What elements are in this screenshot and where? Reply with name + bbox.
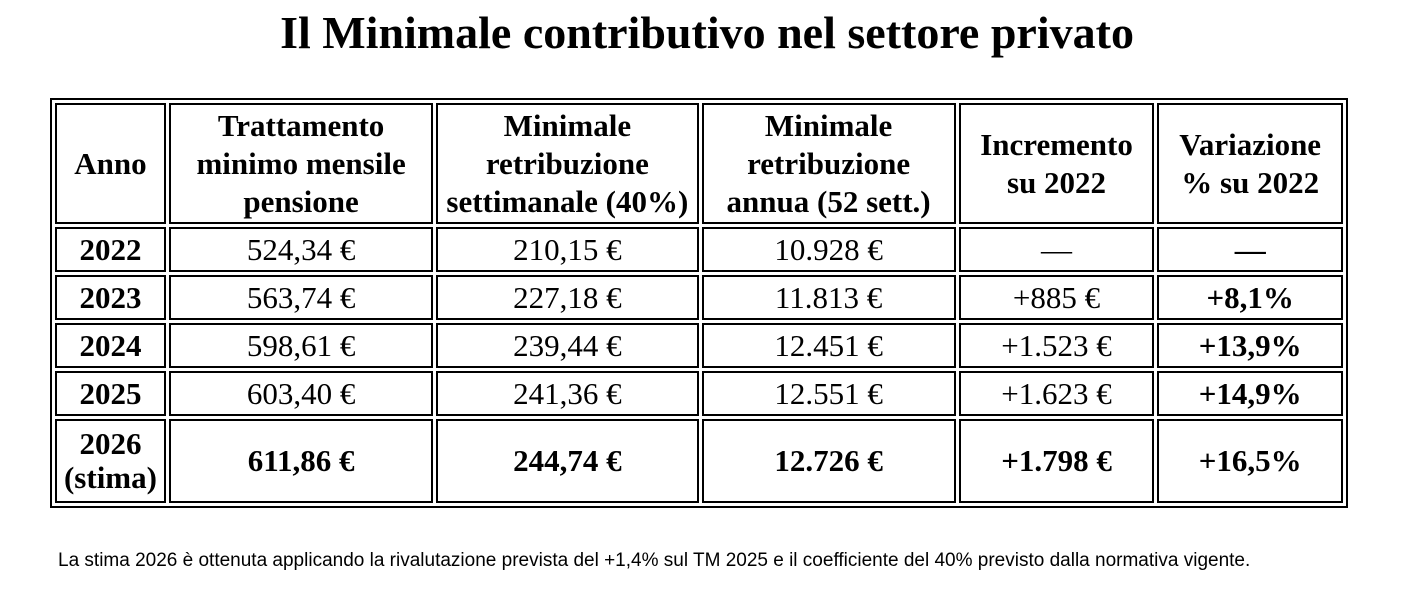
minimale-contributivo-table: Anno Trattamento minimo mensile pensione… — [50, 98, 1348, 509]
year-cell: 2025 — [55, 371, 166, 417]
weekly-minimum-cell: 227,18 € — [436, 275, 699, 321]
year-cell: 2022 — [55, 227, 166, 273]
increment-cell: +885 € — [958, 275, 1155, 321]
weekly-minimum-cell: 244,74 € — [436, 419, 699, 504]
footnote-text: La stima 2026 è ottenuta applicando la r… — [58, 550, 1251, 572]
weekly-minimum-cell: 239,44 € — [436, 323, 699, 369]
variation-cell: +16,5% — [1157, 419, 1343, 504]
year-cell: 2023 — [55, 275, 166, 321]
column-header-variazione: Variazione % su 2022 — [1157, 103, 1343, 225]
year-cell: 2026 (stima) — [55, 419, 166, 504]
column-header-anno: Anno — [55, 103, 166, 225]
table-row-2025: 2025 603,40 € 241,36 € 12.551 € +1.623 €… — [55, 371, 1343, 417]
annual-minimum-cell: 12.551 € — [701, 371, 956, 417]
page-title: Il Minimale contributivo nel settore pri… — [280, 7, 1134, 58]
increment-cell: — — [958, 227, 1155, 273]
annual-minimum-cell: 12.451 € — [701, 323, 956, 369]
year-cell: 2024 — [55, 323, 166, 369]
monthly-minimum-cell: 563,74 € — [168, 275, 434, 321]
column-header-incremento: Incremento su 2022 — [958, 103, 1155, 225]
header-row: Anno Trattamento minimo mensile pensione… — [55, 103, 1343, 225]
table-body: 2022 524,34 € 210,15 € 10.928 € — — 2023… — [55, 227, 1343, 504]
variation-cell: +13,9% — [1157, 323, 1343, 369]
monthly-minimum-cell: 524,34 € — [168, 227, 434, 273]
column-header-minimale-annua: Minimale retribuzione annua (52 sett.) — [701, 103, 956, 225]
annual-minimum-cell: 12.726 € — [701, 419, 956, 504]
table-row-2026-stima: 2026 (stima) 611,86 € 244,74 € 12.726 € … — [55, 419, 1343, 504]
weekly-minimum-cell: 241,36 € — [436, 371, 699, 417]
variation-cell: +14,9% — [1157, 371, 1343, 417]
table-row-2022: 2022 524,34 € 210,15 € 10.928 € — — — [55, 227, 1343, 273]
monthly-minimum-cell: 598,61 € — [168, 323, 434, 369]
increment-cell: +1.623 € — [958, 371, 1155, 417]
increment-cell: +1.523 € — [958, 323, 1155, 369]
table-header: Anno Trattamento minimo mensile pensione… — [55, 103, 1343, 225]
weekly-minimum-cell: 210,15 € — [436, 227, 699, 273]
table-row-2024: 2024 598,61 € 239,44 € 12.451 € +1.523 €… — [55, 323, 1343, 369]
monthly-minimum-cell: 603,40 € — [168, 371, 434, 417]
table-row-2023: 2023 563,74 € 227,18 € 11.813 € +885 € +… — [55, 275, 1343, 321]
variation-cell: — — [1157, 227, 1343, 273]
column-header-minimale-settimanale: Minimale retribuzione settimanale (40%) — [436, 103, 699, 225]
annual-minimum-cell: 11.813 € — [701, 275, 956, 321]
column-header-trattamento-minimo: Trattamento minimo mensile pensione — [168, 103, 434, 225]
monthly-minimum-cell: 611,86 € — [168, 419, 434, 504]
variation-cell: +8,1% — [1157, 275, 1343, 321]
increment-cell: +1.798 € — [958, 419, 1155, 504]
annual-minimum-cell: 10.928 € — [701, 227, 956, 273]
